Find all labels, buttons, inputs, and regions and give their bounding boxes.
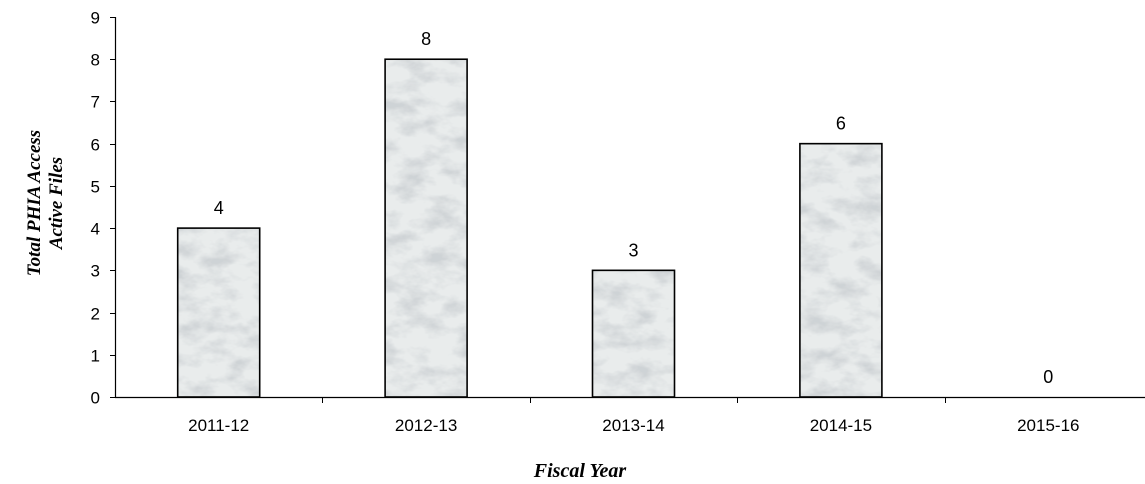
y-axis-title: Total PHIA Access Active Files xyxy=(16,48,76,358)
x-tick-label: 2012-13 xyxy=(395,416,457,435)
y-axis-title-line-1: Total PHIA Access xyxy=(24,129,46,277)
bars-group xyxy=(176,58,883,398)
data-label: 3 xyxy=(628,240,638,260)
x-tick-label: 2015-16 xyxy=(1017,416,1079,435)
y-axis-title-line-2: Active Files xyxy=(46,156,68,250)
y-tick-label: 7 xyxy=(91,93,100,112)
y-tick-label: 2 xyxy=(91,305,100,324)
y-tick-label: 1 xyxy=(91,347,100,366)
bar-2013-14 xyxy=(591,269,676,398)
bar-2012-13 xyxy=(384,58,468,398)
y-tick-label: 9 xyxy=(91,9,100,28)
data-label: 4 xyxy=(214,198,224,218)
y-tick-label: 3 xyxy=(91,262,100,281)
x-tick-label: 2013-14 xyxy=(602,416,664,435)
y-tick-label: 8 xyxy=(91,51,100,70)
x-tick-label: 2014-15 xyxy=(810,416,872,435)
x-tick-label: 2011-12 xyxy=(188,416,249,435)
y-tick-label: 5 xyxy=(91,178,100,197)
y-tick-label: 0 xyxy=(91,389,100,408)
y-tick-label: 6 xyxy=(91,136,100,155)
y-axis: 0 1 2 3 4 5 6 7 8 9 xyxy=(91,9,117,408)
bar-2011-12 xyxy=(176,227,261,398)
x-axis-title: Fiscal Year xyxy=(533,460,627,482)
x-axis: 2011-12 2012-13 2013-14 2014-15 2015-16 xyxy=(115,396,1145,435)
data-label: 8 xyxy=(421,29,431,49)
y-tick-label: 4 xyxy=(91,220,100,239)
data-label: 0 xyxy=(1043,367,1053,387)
data-label: 6 xyxy=(836,114,846,134)
data-labels-group: 4 8 3 6 0 xyxy=(214,29,1054,387)
bar-2014-15 xyxy=(799,142,883,398)
